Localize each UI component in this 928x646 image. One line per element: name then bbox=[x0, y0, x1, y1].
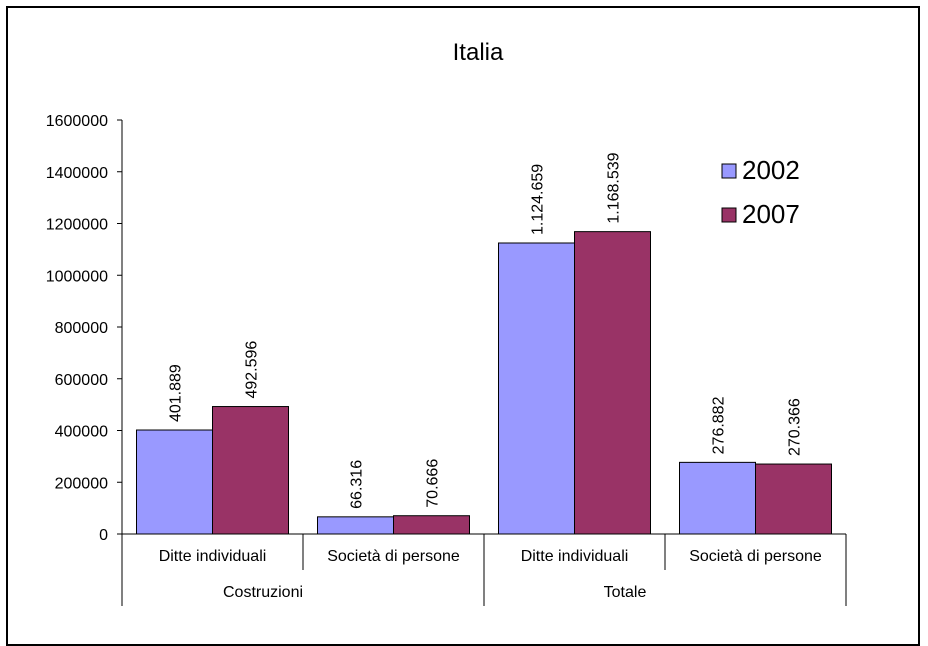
y-tick-label: 1200000 bbox=[46, 217, 108, 234]
bar-chart: Italia 0 200000 400000 600000 800000 1000000 1… bbox=[46, 39, 847, 606]
y-tick-label: 400000 bbox=[55, 424, 108, 441]
x-tick-label: Ditte individuali bbox=[521, 548, 629, 565]
data-label: 276.882 bbox=[711, 396, 728, 454]
legend-label: 2002 bbox=[742, 155, 800, 185]
data-label: 401.889 bbox=[168, 364, 185, 422]
group-label: Costruzioni bbox=[223, 584, 303, 601]
legend-swatch-2002 bbox=[721, 163, 737, 179]
bar-2002 bbox=[679, 461, 756, 535]
data-label: 492.596 bbox=[244, 341, 261, 399]
legend: 2002 2007 bbox=[721, 155, 800, 229]
bar-2007 bbox=[755, 463, 832, 535]
bar-2002 bbox=[317, 516, 394, 535]
x-tick-label: Società di persone bbox=[689, 548, 822, 565]
group-label: Totale bbox=[604, 584, 647, 601]
data-label: 70.666 bbox=[425, 459, 442, 508]
x-tick-label: Ditte individuali bbox=[159, 548, 267, 565]
y-tick-label: 200000 bbox=[55, 475, 108, 492]
y-tick-label: 800000 bbox=[55, 320, 108, 337]
bar-2002 bbox=[498, 242, 575, 535]
chart-title: Italia bbox=[453, 39, 504, 66]
data-label: 270.366 bbox=[787, 398, 804, 456]
bar-2007 bbox=[574, 231, 651, 535]
bar-2007 bbox=[393, 515, 470, 535]
x-tick-label: Società di persone bbox=[327, 548, 460, 565]
legend-swatch-2007 bbox=[721, 207, 737, 223]
bar-2007 bbox=[212, 406, 289, 535]
y-tick-label: 1000000 bbox=[46, 268, 108, 285]
bars bbox=[136, 231, 832, 535]
legend-label: 2007 bbox=[742, 199, 800, 229]
y-tick-label: 1600000 bbox=[46, 113, 108, 130]
data-label: 1.168.539 bbox=[606, 152, 623, 223]
bar-2002 bbox=[136, 429, 213, 535]
data-label: 1.124.659 bbox=[530, 164, 547, 235]
y-tick-label: 600000 bbox=[55, 372, 108, 389]
chart-frame bbox=[6, 6, 920, 646]
y-tick-label: 1400000 bbox=[46, 165, 108, 182]
data-label: 66.316 bbox=[349, 460, 366, 509]
y-tick-label: 0 bbox=[99, 527, 108, 544]
axes: 0 200000 400000 600000 800000 1000000 1200000 1… bbox=[46, 113, 847, 606]
data-labels: 401.889 492.596 66.316 70.666 1.124.659 1.168… bbox=[168, 152, 804, 508]
